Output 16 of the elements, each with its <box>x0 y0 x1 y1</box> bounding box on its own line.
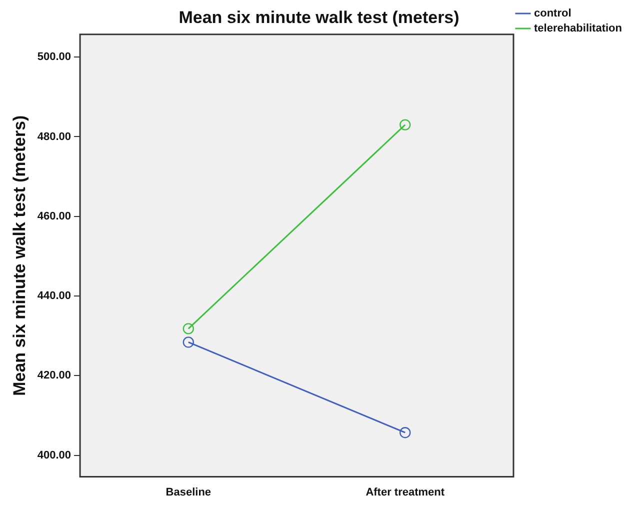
point <box>182 336 194 348</box>
y-tick-label: 440.00 <box>37 290 72 302</box>
x-tick-label: Baseline <box>166 486 212 498</box>
legend-label: telerehabilitation <box>534 22 622 35</box>
y-tick-label: 500.00 <box>37 51 72 64</box>
y-tick-label: 480.00 <box>37 130 72 143</box>
x-tick-label: After treatment <box>366 486 445 498</box>
y-axis-title: Mean six minute walk test (meters) <box>10 115 29 396</box>
y-tick-label: 420.00 <box>37 370 72 382</box>
point <box>400 119 411 130</box>
point <box>182 323 194 334</box>
chart-title: Mean six minute walk test (meters) <box>178 8 460 27</box>
y-tick-label: 460.00 <box>37 210 72 222</box>
point <box>400 427 411 438</box>
y-tick-label: 400.00 <box>37 449 72 462</box>
legend-label: control <box>534 8 572 20</box>
